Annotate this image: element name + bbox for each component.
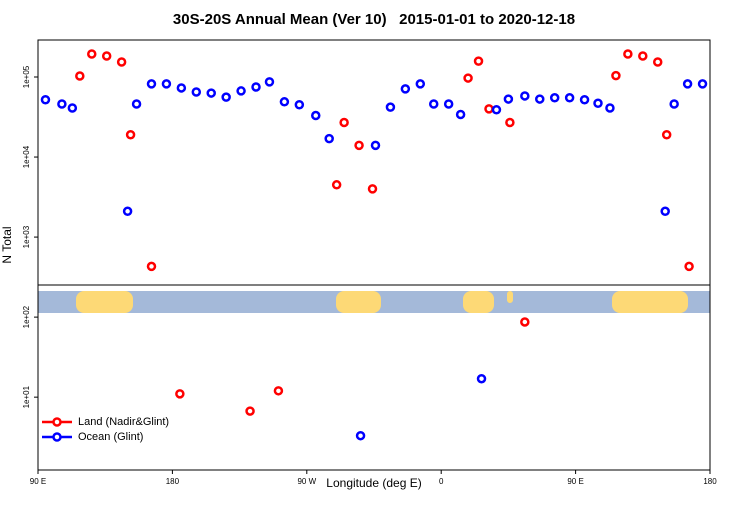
land-strip: [463, 291, 494, 313]
point: [116, 57, 127, 67]
y-tick-label: 1e+01: [22, 385, 31, 408]
y-tick-label: 1e+02: [22, 305, 31, 328]
legend-label: Land (Nadir&Glint): [78, 416, 169, 428]
x-tick-label: 0: [439, 477, 444, 486]
point: [611, 70, 621, 81]
point: [385, 102, 396, 112]
point: [67, 103, 78, 113]
point: [520, 91, 530, 101]
point: [473, 56, 484, 66]
point: [605, 103, 615, 113]
point: [57, 99, 67, 109]
point: [660, 206, 670, 217]
map-strip: [38, 291, 710, 313]
point: [87, 49, 97, 59]
point: [331, 180, 342, 190]
legend-label: Ocean (Glint): [78, 431, 143, 443]
point: [652, 57, 663, 67]
point: [251, 82, 261, 92]
point: [638, 51, 648, 61]
point: [463, 73, 473, 83]
x-tick-label: 180: [166, 477, 180, 486]
x-tick-label: 90 W: [297, 477, 316, 486]
point: [661, 129, 672, 140]
point: [191, 87, 202, 97]
point: [354, 140, 364, 151]
point: [697, 79, 708, 89]
point: [484, 104, 494, 114]
y-tick-label: 1e+03: [22, 225, 31, 248]
point: [505, 117, 515, 128]
point: [339, 117, 349, 128]
point: [367, 184, 378, 194]
point: [415, 79, 426, 89]
chart-title: 30S-20S Annual Mean (Ver 10) 2015-01-01 …: [173, 11, 575, 28]
land-strip: [336, 291, 381, 313]
point: [324, 133, 334, 144]
x-tick-label: 90 E: [30, 477, 46, 486]
point: [682, 79, 693, 89]
point: [161, 79, 172, 89]
point: [535, 94, 545, 104]
point: [221, 92, 231, 102]
point: [370, 140, 381, 151]
land-strip: [507, 291, 513, 303]
x-tick-label: 180: [703, 477, 717, 486]
point: [311, 110, 321, 121]
point: [176, 83, 187, 93]
legend-marker: [52, 417, 62, 427]
point: [549, 93, 560, 103]
point: [593, 98, 603, 109]
point: [294, 100, 305, 110]
point: [503, 94, 514, 104]
legend-marker: [52, 432, 62, 442]
land-strip: [76, 291, 133, 313]
point: [623, 49, 633, 59]
point: [400, 84, 411, 94]
point: [443, 99, 454, 109]
point: [40, 94, 51, 105]
point: [684, 261, 694, 272]
point: [669, 99, 679, 109]
point: [125, 129, 136, 140]
point: [146, 261, 157, 272]
point: [564, 93, 575, 103]
point: [579, 94, 590, 105]
point: [236, 86, 246, 96]
point: [264, 77, 275, 87]
y-axis-label: N Total: [0, 226, 14, 263]
point: [428, 99, 439, 109]
y-tick-label: 1e+04: [22, 145, 31, 168]
point: [175, 389, 185, 399]
point: [455, 109, 466, 120]
point: [75, 71, 85, 81]
point: [101, 51, 112, 61]
point: [279, 97, 290, 107]
plot-frame: [37, 39, 711, 471]
y-tick-label: 1e+05: [22, 65, 31, 88]
x-tick-label: 90 E: [567, 477, 583, 486]
land-strip: [612, 291, 688, 313]
point: [245, 406, 255, 416]
point: [476, 373, 487, 384]
point: [273, 386, 284, 396]
point: [131, 99, 142, 109]
point: [355, 430, 366, 441]
x-axis-label: Longitude (deg E): [326, 476, 421, 490]
point: [206, 88, 216, 98]
point: [146, 79, 157, 89]
point: [122, 206, 133, 217]
point: [520, 317, 530, 327]
point: [491, 104, 502, 115]
